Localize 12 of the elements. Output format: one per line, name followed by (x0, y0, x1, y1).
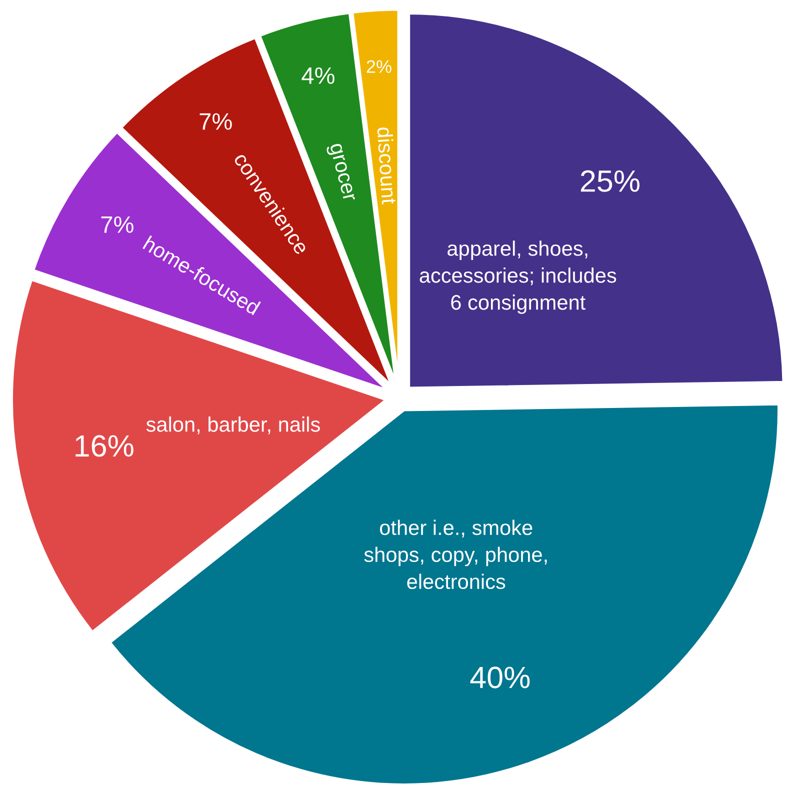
slice-label: apparel, shoes, accessories; includes 6 consignment (420, 240, 616, 314)
data-label: 7% (101, 216, 134, 233)
slice-label: grocer (326, 142, 356, 203)
data-label: 16% (76, 435, 134, 457)
data-label: 4% (302, 67, 334, 84)
slice-label: discount (377, 127, 398, 204)
slice-label: salon, barber, nails (146, 416, 320, 434)
data-label: 25% (580, 170, 640, 192)
data-label: 40% (470, 666, 530, 688)
data-label: 7% (200, 113, 232, 130)
data-label: 2% (366, 60, 392, 73)
slice-label: other i.e., smoke shops, copy, phone, electronics (364, 520, 547, 590)
